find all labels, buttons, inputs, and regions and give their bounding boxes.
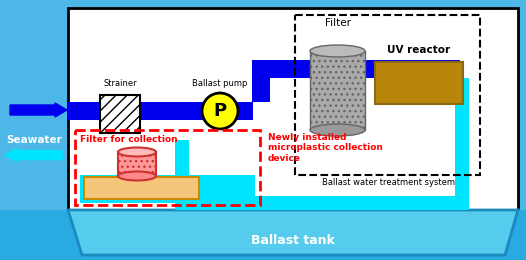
Circle shape — [202, 93, 238, 129]
Bar — [68, 102, 253, 120]
Text: Newly installed
microplastic collection
device: Newly installed microplastic collection … — [268, 133, 383, 163]
Bar — [68, 8, 518, 220]
Text: Filter for collection: Filter for collection — [80, 135, 178, 144]
Text: UV reactor: UV reactor — [388, 45, 451, 55]
Bar — [0, 210, 526, 260]
Bar — [175, 196, 455, 210]
Ellipse shape — [118, 147, 156, 157]
Text: Seawater: Seawater — [6, 135, 62, 145]
Bar — [100, 95, 140, 133]
Bar — [84, 177, 199, 199]
Ellipse shape — [118, 172, 156, 180]
Bar — [80, 175, 255, 203]
Ellipse shape — [310, 45, 365, 57]
Bar — [430, 60, 460, 78]
Bar — [252, 60, 447, 78]
Text: Ballast tank: Ballast tank — [251, 233, 335, 246]
Bar — [118, 152, 156, 176]
Text: Ballast pump: Ballast pump — [193, 79, 248, 88]
Bar — [375, 62, 463, 104]
Bar — [468, 60, 526, 260]
Ellipse shape — [310, 124, 365, 136]
Text: Ballast water treatment system: Ballast water treatment system — [321, 178, 454, 187]
Text: Strainer: Strainer — [103, 79, 137, 88]
Polygon shape — [68, 210, 518, 255]
Bar — [0, 0, 68, 260]
Bar — [455, 78, 469, 210]
Bar — [252, 60, 270, 102]
Text: P: P — [214, 102, 227, 120]
Bar — [295, 15, 480, 175]
Bar — [175, 140, 189, 196]
FancyArrow shape — [10, 103, 67, 117]
Bar — [75, 130, 260, 205]
Text: Filter: Filter — [325, 18, 350, 28]
Bar — [310, 51, 365, 130]
FancyArrow shape — [5, 148, 62, 161]
